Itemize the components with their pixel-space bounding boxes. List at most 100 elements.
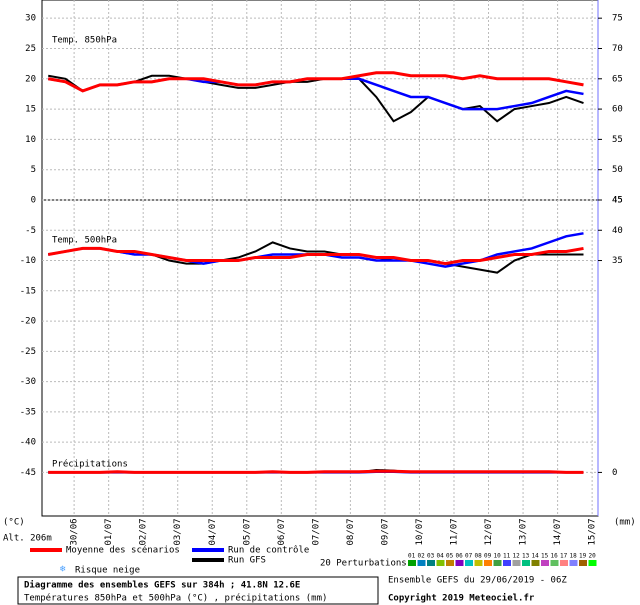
legend-label: Moyenne des scénarios bbox=[66, 545, 180, 556]
perturbation-swatch bbox=[484, 560, 492, 566]
series-line bbox=[47, 246, 584, 266]
x-tick-label: 04/07 bbox=[208, 518, 218, 545]
x-tick-label: 05/07 bbox=[242, 518, 252, 545]
series-line bbox=[47, 71, 584, 93]
y2-tick-label: 35 bbox=[612, 256, 623, 266]
y-unit: (°C) bbox=[3, 518, 25, 528]
perturbation-swatch bbox=[569, 560, 578, 566]
perturbation-number: 14 bbox=[532, 553, 540, 560]
perturbation-number: 17 bbox=[560, 553, 568, 560]
perturbation-swatch bbox=[427, 560, 435, 566]
x-tick-label: 06/07 bbox=[277, 518, 287, 545]
perturbation-swatch bbox=[474, 560, 483, 566]
footer-title: Diagramme des ensembles GEFS sur 384h ; … bbox=[24, 580, 300, 591]
perturbation-number: 07 bbox=[465, 553, 473, 560]
y2-tick-label: 40 bbox=[612, 226, 623, 236]
y-tick-label: -10 bbox=[20, 256, 36, 266]
perturbation-number: 20 bbox=[589, 553, 597, 560]
y2-tick-label: 70 bbox=[612, 44, 623, 54]
x-tick-label: 09/07 bbox=[380, 518, 390, 545]
perturbation-number: 02 bbox=[418, 553, 426, 560]
perturbation-swatch bbox=[417, 560, 426, 566]
x-tick-label: 07/07 bbox=[311, 518, 321, 545]
perturbation-swatch bbox=[550, 560, 559, 566]
perturbation-number: 12 bbox=[513, 553, 521, 560]
perturbation-swatch bbox=[455, 560, 464, 566]
y-tick-label: -40 bbox=[20, 438, 36, 448]
panel-title: Temp. 850hPa bbox=[52, 36, 117, 46]
perturbation-number: 13 bbox=[522, 553, 530, 560]
y-tick-label: 10 bbox=[25, 135, 36, 145]
perturbation-swatch bbox=[436, 560, 445, 566]
perturbations-label: 20 Perturbations bbox=[320, 559, 407, 569]
footer-subtitle: Températures 850hPa et 500hPa (°C) , pré… bbox=[24, 593, 327, 604]
x-tick-label: 12/07 bbox=[484, 518, 494, 545]
legend-label: Run GFS bbox=[228, 556, 266, 566]
perturbation-number: 01 bbox=[408, 553, 416, 560]
x-tick-label: 11/07 bbox=[449, 518, 459, 545]
x-tick-label: 30/06 bbox=[70, 518, 80, 545]
y-tick-label: -30 bbox=[20, 377, 36, 387]
snow-icon: ❄ bbox=[60, 565, 66, 575]
perturbation-swatch bbox=[493, 560, 502, 566]
y2-tick-label: 65 bbox=[612, 74, 623, 84]
y2-unit: (mm) bbox=[614, 518, 636, 528]
perturbation-number: 09 bbox=[484, 553, 492, 560]
perturbation-swatch bbox=[465, 560, 473, 566]
perturbation-number: 19 bbox=[579, 553, 587, 560]
x-tick-label: 13/07 bbox=[519, 518, 529, 545]
series-line bbox=[48, 469, 584, 474]
y2-tick-label: 55 bbox=[612, 135, 623, 145]
altitude: Alt. 206m bbox=[3, 534, 52, 544]
footer-run: Ensemble GEFS du 29/06/2019 - 06Z bbox=[388, 576, 567, 586]
plot-area bbox=[42, 0, 598, 516]
panel-title: Précipitations bbox=[52, 459, 128, 470]
perturbation-number: 15 bbox=[541, 553, 549, 560]
perturbation-number: 08 bbox=[475, 553, 483, 560]
footer-copyright: Copyright 2019 Meteociel.fr bbox=[388, 593, 535, 604]
y-tick-label: 0 bbox=[31, 196, 36, 206]
y2-tick-label: 75 bbox=[612, 14, 623, 24]
y-tick-label: -5 bbox=[25, 226, 36, 236]
x-tick-label: 01/07 bbox=[104, 518, 114, 545]
y-tick-label: -15 bbox=[20, 286, 36, 296]
perturbation-number: 06 bbox=[456, 553, 464, 560]
panel-title: Temp. 500hPa bbox=[52, 236, 117, 246]
perturbation-swatch bbox=[503, 560, 511, 566]
y-tick-label: 5 bbox=[31, 165, 36, 175]
y-tick-label: -20 bbox=[20, 317, 36, 327]
y2-tick-label: 50 bbox=[612, 165, 623, 175]
legend-label: Run de contrôle bbox=[228, 545, 309, 556]
y2-tick-label: 45 bbox=[612, 196, 623, 206]
y-tick-label: 25 bbox=[25, 44, 36, 54]
perturbation-number: 10 bbox=[494, 553, 502, 560]
perturbation-number: 03 bbox=[427, 553, 435, 560]
y-tick-label: 15 bbox=[25, 105, 36, 115]
x-tick-label: 08/07 bbox=[346, 518, 356, 545]
perturbation-swatch bbox=[522, 560, 530, 566]
y-tick-label: 20 bbox=[25, 74, 36, 84]
y-tick-label: -35 bbox=[20, 407, 36, 417]
y2-tick-label: 45 bbox=[612, 196, 623, 206]
perturbation-number: 05 bbox=[446, 553, 454, 560]
perturbation-number: 04 bbox=[437, 553, 445, 560]
x-tick-label: 03/07 bbox=[173, 518, 183, 545]
x-tick-label: 02/07 bbox=[139, 518, 149, 545]
snow-label: Risque neige bbox=[75, 566, 140, 576]
perturbation-number: 18 bbox=[570, 553, 578, 560]
perturbation-swatch bbox=[531, 560, 540, 566]
footer-box bbox=[17, 576, 379, 605]
perturbation-number: 11 bbox=[503, 553, 511, 560]
perturbation-swatch bbox=[541, 560, 549, 566]
perturbation-swatch bbox=[588, 560, 597, 566]
x-tick-label: 10/07 bbox=[415, 518, 425, 545]
y-tick-label: 30 bbox=[25, 14, 36, 24]
y-tick-label: -25 bbox=[20, 347, 36, 357]
perturbation-swatch bbox=[408, 560, 416, 566]
y2-tick-label: 0 bbox=[612, 468, 617, 478]
perturbation-number: 16 bbox=[551, 553, 559, 560]
x-tick-label: 15/07 bbox=[588, 518, 598, 545]
perturbation-swatch bbox=[560, 560, 568, 566]
perturbation-swatch bbox=[579, 560, 587, 566]
